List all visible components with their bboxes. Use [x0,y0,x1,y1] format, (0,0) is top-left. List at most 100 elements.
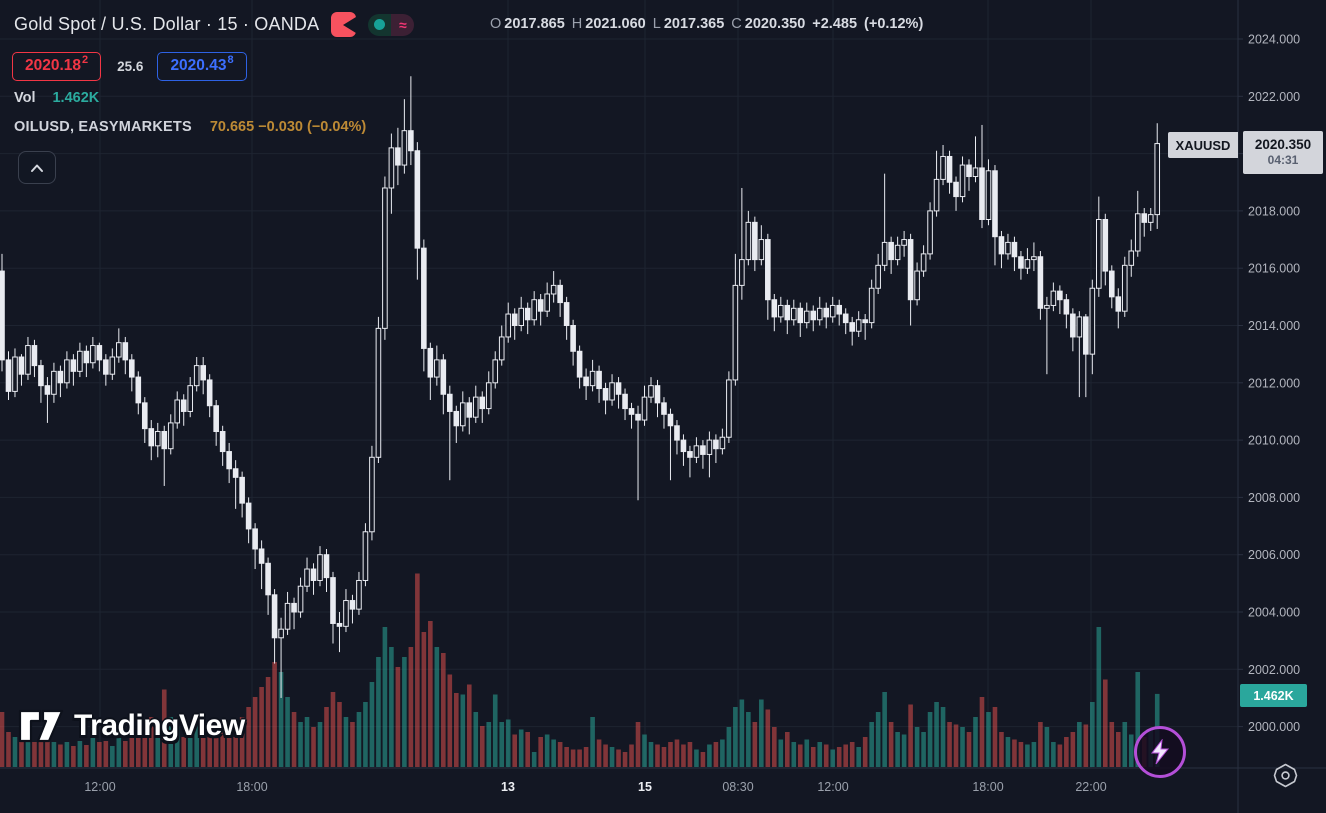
volume-bar[interactable] [415,573,420,768]
volume-bar[interactable] [739,699,745,768]
volume-bar[interactable] [934,702,939,767]
candle-body[interactable] [589,370,596,387]
candle-body[interactable] [661,402,667,415]
candle-body[interactable] [356,579,362,610]
volume-bar[interactable] [726,727,732,767]
candle-body[interactable] [992,170,998,238]
candle-body[interactable] [836,304,843,315]
volume-bar[interactable] [291,712,297,767]
candle-body[interactable] [1083,316,1089,355]
volume-bar[interactable] [590,717,595,767]
volume-bar[interactable] [518,729,524,768]
volume-bar[interactable] [973,717,978,767]
candle-body[interactable] [12,356,18,392]
candle-body[interactable] [5,359,12,392]
volume-bar[interactable] [648,742,654,767]
volume-bar[interactable] [298,722,303,767]
candle-body[interactable] [427,347,434,378]
volume-bar[interactable] [408,647,414,767]
candle-body[interactable] [946,155,953,183]
volume-bar[interactable] [856,747,861,767]
candle-body[interactable] [1018,256,1024,269]
candle-body[interactable] [96,345,103,361]
volume-bar[interactable] [999,732,1004,767]
candle-body[interactable] [745,221,752,261]
candle-body[interactable] [914,270,920,301]
candle-body[interactable] [829,304,836,318]
volume-bar[interactable] [25,737,31,767]
candle-body[interactable] [1134,213,1141,252]
volume-bar[interactable] [161,689,167,768]
candle-body[interactable] [472,396,479,418]
candle-body[interactable] [849,322,855,332]
candle-body[interactable] [1031,256,1037,261]
volume-bar[interactable] [1031,742,1037,767]
volume-legend-row[interactable]: Vol 1.462K [14,90,99,106]
candle-body[interactable] [816,307,823,321]
volume-bar[interactable] [921,732,926,767]
candle-body[interactable] [408,130,414,152]
volume-bar[interactable] [499,722,505,767]
candle-body[interactable] [70,359,77,372]
volume-bar[interactable] [330,692,336,767]
candle-body[interactable] [544,293,550,312]
candle-body[interactable] [369,456,375,533]
time-tick-label[interactable]: 12:00 [817,780,848,794]
candle-body[interactable] [245,502,252,530]
volume-bar[interactable] [791,742,797,767]
candle-body[interactable] [648,385,654,398]
volume-bar[interactable] [1109,722,1115,767]
candle-body[interactable] [972,167,979,178]
time-tick-label[interactable]: 13 [501,780,515,794]
price-tick-label[interactable]: 2016.000 [1248,262,1300,276]
volume-bar[interactable] [492,694,498,768]
candle-body[interactable] [881,241,888,266]
candle-body[interactable] [0,270,5,361]
volume-bar[interactable] [797,744,803,768]
market-status-toggle[interactable]: ≈ [368,13,415,36]
candle-body[interactable] [563,302,570,326]
volume-bar[interactable] [927,712,933,767]
volume-bar[interactable] [110,746,115,767]
volume-bar[interactable] [460,694,466,768]
candle-body[interactable] [401,130,408,166]
volume-bar[interactable] [0,712,5,767]
candle-body[interactable] [206,379,213,407]
candle-body[interactable] [103,359,109,375]
candle-body[interactable] [739,259,745,286]
volume-bar[interactable] [849,742,855,767]
volume-bar[interactable] [681,744,686,768]
volume-bar[interactable] [525,732,530,767]
candle-body[interactable] [784,304,791,321]
volume-bar[interactable] [895,732,900,767]
candle-body[interactable] [888,241,894,261]
candle-body[interactable] [537,299,544,312]
volume-bar[interactable] [32,742,37,767]
candle-body[interactable] [414,150,421,249]
candle-body[interactable] [382,187,388,329]
candle-body[interactable] [635,413,641,421]
volume-bar[interactable] [272,662,277,767]
candle-body[interactable] [726,379,732,438]
volume-bar[interactable] [875,712,881,767]
volume-bar[interactable] [804,739,810,768]
volume-bar[interactable] [174,727,180,767]
volume-bar[interactable] [441,653,446,767]
volume-bar[interactable] [466,684,472,768]
volume-bar[interactable] [655,744,660,768]
time-tick-label[interactable]: 18:00 [236,780,267,794]
sell-button[interactable]: 2020.18 2 [12,52,102,81]
candle-body[interactable] [1011,241,1018,258]
price-tick-label[interactable]: 2014.000 [1248,319,1300,333]
price-tick-label[interactable]: 2008.000 [1248,491,1300,505]
volume-bar[interactable] [687,742,693,767]
candle-body[interactable] [596,370,602,390]
volume-bar[interactable] [817,742,823,767]
volume-bar[interactable] [395,667,401,767]
volume-bar[interactable] [376,657,381,767]
volume-bar[interactable] [720,739,725,768]
candle-body[interactable] [51,370,57,395]
candle-body[interactable] [239,476,245,504]
volume-bar[interactable] [694,749,699,768]
candle-body[interactable] [116,342,122,358]
